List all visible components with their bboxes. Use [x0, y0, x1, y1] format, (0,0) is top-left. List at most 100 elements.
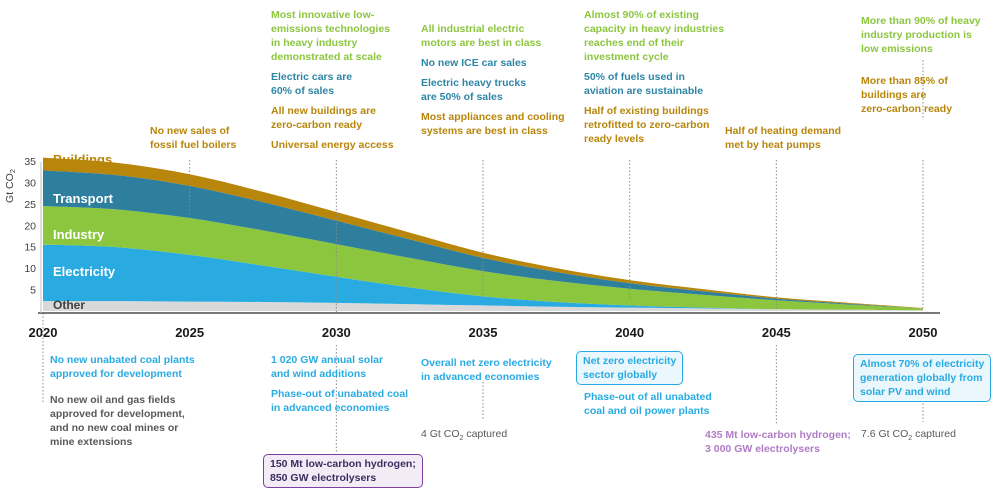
annotation-line: Phase-out of all unabated — [584, 391, 712, 403]
annotation-line: Universal energy access — [271, 139, 394, 151]
annotation-line: All industrial electric — [421, 23, 525, 35]
y-tick-label: 25 — [24, 199, 36, 211]
annotation-line: More than 85% of — [861, 75, 948, 87]
area-industry — [43, 206, 923, 311]
annotation-line: 60% of sales — [271, 85, 335, 97]
area-other — [43, 301, 923, 311]
annotation-line: aviation are sustainable — [584, 85, 704, 97]
x-tick-label: 2025 — [175, 325, 204, 340]
annotation-block: No new sales of fossil fuel boilers — [150, 124, 236, 152]
annotation-line: industry production is — [861, 29, 972, 41]
annotation-line: generation globally from — [860, 372, 983, 384]
annotation-line: coal and oil power plants — [584, 405, 710, 417]
annotation-line: systems are best in class — [421, 125, 548, 137]
annotation-line: 50% of fuels used in — [584, 71, 685, 83]
annotation-line: in heavy industry — [271, 37, 358, 49]
y-tick-label: 30 — [24, 177, 36, 189]
series-label-electricity: Electricity — [53, 264, 116, 279]
annotation-line: No new unabated coal plants — [50, 354, 195, 366]
annotation-line: sector globally — [583, 369, 658, 381]
annotation-line: 850 GW electrolysers — [270, 472, 377, 484]
annotation-line: Phase-out of unabated coal — [271, 388, 409, 400]
annotation-line: zero-carbon ready — [271, 119, 363, 131]
x-tick-label: 2040 — [615, 325, 644, 340]
annotation-block: Overall net zero electricity in advanced … — [421, 356, 552, 384]
annotation-block: More than 90% of heavy industry productio… — [861, 14, 981, 116]
annotation-line: 3 000 GW electrolysers — [705, 443, 820, 455]
annotation-line: approved for development, — [50, 408, 185, 420]
annotation-line: Net zero electricity — [583, 355, 677, 367]
annotation-line: Almost 70% of electricity — [860, 358, 985, 370]
annotation-line: investment cycle — [584, 51, 669, 63]
series-label-industry: Industry — [53, 227, 105, 242]
y-tick-label: 35 — [24, 156, 36, 168]
annotation-line: solar PV and wind — [860, 386, 951, 398]
annotation-line: No new oil and gas fields — [50, 394, 176, 406]
area-buildings — [43, 157, 923, 309]
annotation-line: Most appliances and cooling — [421, 111, 565, 123]
annotation-line: buildings are — [861, 89, 927, 101]
annotation-line: motors are best in class — [421, 37, 542, 49]
x-tick-label: 2035 — [469, 325, 498, 340]
annotation-line: zero-carbon ready — [861, 103, 953, 115]
area-transport — [43, 170, 923, 309]
annotation-line: capacity in heavy industries — [584, 23, 725, 35]
co2-captured-note: 7.6 Gt CO2 captured — [861, 428, 956, 443]
x-tick-label: 2045 — [762, 325, 791, 340]
annotation-line: mine extensions — [50, 436, 133, 448]
annotation-line: More than 90% of heavy — [861, 15, 981, 27]
annotation-line: Half of heating demand — [725, 125, 842, 137]
annotation-line: Half of existing buildings — [584, 105, 709, 117]
annotation-line: 435 Mt low-carbon hydrogen; — [705, 429, 851, 441]
annotation-line: All new buildings are — [271, 105, 377, 117]
annotation-line: Electric heavy trucks — [421, 77, 527, 89]
co2-captured-note: 4 Gt CO2 captured — [421, 428, 508, 443]
annotation-block: Half of heating demand met by heat pumps — [725, 124, 841, 152]
annotation-line: low emissions — [861, 43, 933, 55]
annotation-line: Overall net zero electricity — [421, 357, 552, 369]
annotation-line: retrofitted to zero-carbon — [584, 119, 710, 131]
annotation-line: demonstrated at scale — [271, 51, 382, 63]
hydrogen-2030-box: 150 Mt low-carbon hydrogen; 850 GW electr… — [263, 454, 423, 488]
y-tick-label: 5 — [30, 285, 36, 297]
y-tick-label: 15 — [24, 242, 36, 254]
annotation-line: Electric cars are — [271, 71, 353, 83]
y-axis-label: Gt CO2 — [4, 169, 17, 203]
annotation-block: No new unabated coal plants approved for … — [50, 353, 195, 449]
annotation-line: fossil fuel boilers — [150, 139, 237, 151]
annotation-line: Almost 90% of existing — [584, 9, 699, 21]
y-tick-label: 10 — [24, 263, 36, 275]
annotation-block: Phase-out of all unabated coal and oil po… — [584, 390, 712, 418]
milestone-box-2040: Net zero electricity sector globally — [576, 351, 684, 385]
annotation-line: 150 Mt low-carbon hydrogen; — [270, 458, 416, 470]
annotation-line: approved for development — [50, 368, 182, 380]
annotation-block: 435 Mt low-carbon hydrogen; 3 000 GW elec… — [705, 428, 851, 456]
annotation-line: emissions technologies — [271, 23, 391, 35]
series-label-other: Other — [53, 298, 85, 312]
annotation-block: Almost 90% of existing capacity in heavy … — [584, 8, 724, 146]
annotation-line: No new ICE car sales — [421, 57, 527, 69]
annotation-line: and no new coal mines or — [50, 422, 179, 434]
x-tick-label: 2020 — [29, 325, 58, 340]
annotation-line: in advanced economies — [271, 402, 390, 414]
annotation-block: 1 020 GW annual solar and wind additions … — [271, 353, 408, 415]
annotation-line: reaches end of their — [584, 37, 684, 49]
annotation-line: met by heat pumps — [725, 139, 821, 151]
annotation-line: Most innovative low- — [271, 9, 375, 21]
annotation-line: are 50% of sales — [421, 91, 503, 103]
series-label-transport: Transport — [53, 191, 114, 206]
annotation-line: and wind additions — [271, 368, 367, 380]
annotation-line: in advanced economies — [421, 371, 540, 383]
x-tick-label: 2030 — [322, 325, 351, 340]
annotation-block: Most innovative low-emissions technologi… — [271, 8, 394, 152]
annotation-line: No new sales of — [150, 125, 230, 137]
milestone-box-2050: Almost 70% of electricity generation glob… — [853, 354, 992, 402]
y-tick-label: 20 — [24, 220, 36, 232]
annotation-block: All industrial electric motors are best i… — [421, 22, 565, 138]
area-series-group — [43, 157, 923, 311]
series-label-buildings: Buildings — [53, 152, 112, 167]
annotation-line: 1 020 GW annual solar — [271, 354, 384, 366]
annotation-line: ready levels — [584, 133, 645, 145]
